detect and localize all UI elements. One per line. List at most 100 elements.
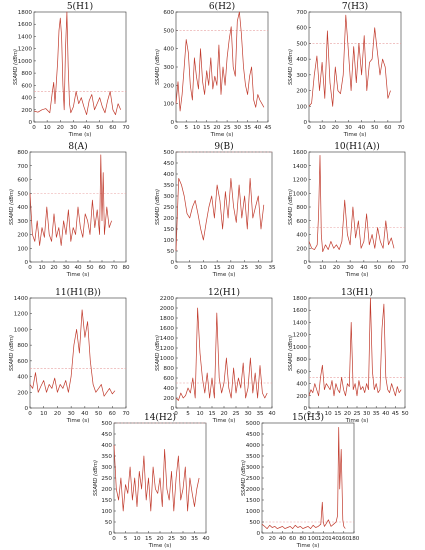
y-tick-label: 600 <box>163 10 174 16</box>
x-tick-label: 180 <box>349 536 360 542</box>
y-tick-label: 2000 <box>160 306 175 312</box>
y-tick-label: 0 <box>24 260 28 266</box>
y-tick-label: 1200 <box>293 333 308 339</box>
x-tick-label: 30 <box>255 265 263 271</box>
x-tick-label: 0 <box>307 265 311 271</box>
x-tick-label: 60 <box>388 265 396 271</box>
subplot: 13(H1) 0 200 400 600 800 1000 1200 1400 1600 1800 0… <box>288 287 409 424</box>
y-tick-label: 0 <box>170 120 174 126</box>
subplot: 15(H3)0500100015002000250030003500400045… <box>241 412 360 549</box>
y-tick-label: 0 <box>24 406 28 412</box>
y-tick-label: 200 <box>296 246 307 252</box>
y-tick-label: 100 <box>163 102 174 108</box>
y-tick-label: 350 <box>101 454 112 460</box>
x-tick-label: 70 <box>122 411 130 417</box>
y-axis-label: SSAMD (dBm) <box>288 189 294 225</box>
x-tick-label: 0 <box>28 411 32 417</box>
x-tick-label: 15 <box>208 411 216 417</box>
y-axis-label: SSAMD (dBm) <box>288 49 294 85</box>
plot-frame <box>175 11 269 123</box>
x-tick-label: 0 <box>28 265 32 271</box>
y-tick-label: 1400 <box>160 336 175 342</box>
y-tick-label: 1200 <box>160 346 175 352</box>
x-tick-label: 45 <box>392 411 400 417</box>
subplot-title: 9(B) <box>214 141 233 152</box>
x-tick-label: 20 <box>156 536 164 542</box>
y-axis-label: SSAMD (dBm) <box>13 49 19 85</box>
x-axis-label: Time (s) <box>66 272 90 278</box>
y-tick-label: 200 <box>163 216 174 222</box>
subplot-title: 12(H1) <box>208 287 240 298</box>
x-tick-label: 40 <box>254 125 262 131</box>
y-tick-label: 450 <box>163 161 174 167</box>
y-tick-label: 400 <box>101 443 112 449</box>
y-tick-label: 1200 <box>293 178 308 184</box>
y-tick-label: 100 <box>296 104 307 110</box>
subplot-title: 13(H1) <box>341 287 373 298</box>
x-tick-label: 30 <box>68 411 76 417</box>
y-tick-label: 300 <box>163 65 174 71</box>
y-tick-label: 300 <box>101 465 112 471</box>
x-tick-label: 140 <box>328 536 339 542</box>
x-tick-label: 70 <box>397 125 405 131</box>
y-tick-label: 800 <box>163 366 174 372</box>
x-tick-label: 30 <box>347 265 355 271</box>
y-axis-label: SSAMD (dBm) <box>93 460 99 496</box>
y-tick-label: 1600 <box>18 22 33 28</box>
subplot-title: 15(H3) <box>292 412 324 423</box>
y-tick-label: 500 <box>249 520 260 526</box>
y-axis-label: SSAMD (dBm) <box>155 335 161 371</box>
x-tick-label: 0 <box>260 536 264 542</box>
x-tick-label: 25 <box>224 125 232 131</box>
x-axis-label: Time (s) <box>296 543 320 549</box>
y-tick-label: 100 <box>163 238 174 244</box>
subplot-title: 6(H2) <box>209 1 235 12</box>
y-axis-label: SSAMD (dBm) <box>241 460 247 496</box>
y-tick-label: 400 <box>21 96 32 102</box>
x-tick-label: 60 <box>384 125 392 131</box>
x-tick-label: 30 <box>234 125 242 131</box>
y-tick-label: 1800 <box>18 10 33 16</box>
y-tick-label: 2500 <box>246 476 261 482</box>
y-tick-label: 400 <box>296 57 307 63</box>
y-tick-label: 400 <box>296 382 307 388</box>
x-tick-label: 35 <box>191 536 199 542</box>
x-tick-label: 50 <box>374 265 382 271</box>
x-tick-label: 5 <box>184 125 188 131</box>
y-tick-label: 600 <box>163 376 174 382</box>
series-line <box>175 178 265 252</box>
x-tick-label: 25 <box>232 411 240 417</box>
y-tick-label: 600 <box>296 219 307 225</box>
y-tick-label: 5000 <box>246 421 261 427</box>
y-axis-label: SSAMD (dBm) <box>9 335 15 371</box>
y-tick-label: 1800 <box>293 296 308 302</box>
y-tick-label: 3500 <box>246 454 261 460</box>
x-tick-label: 30 <box>179 536 187 542</box>
y-tick-label: 0 <box>170 260 174 266</box>
subplot-title: 14(H2) <box>144 412 176 423</box>
y-tick-label: 0 <box>28 120 32 126</box>
y-tick-label: 1000 <box>14 327 29 333</box>
y-tick-label: 1600 <box>293 150 308 156</box>
x-tick-label: 30 <box>345 125 353 131</box>
plot-frame <box>308 11 402 123</box>
x-tick-label: 0 <box>174 125 178 131</box>
x-tick-label: 10 <box>196 411 204 417</box>
y-tick-label: 200 <box>101 487 112 493</box>
series-line <box>29 154 112 246</box>
y-tick-label: 200 <box>163 396 174 402</box>
x-axis-label: Time (s) <box>212 418 236 424</box>
y-tick-label: 0 <box>303 406 307 412</box>
x-tick-label: 15 <box>203 125 211 131</box>
x-axis-label: Time (s) <box>345 418 369 424</box>
x-tick-label: 25 <box>241 265 249 271</box>
y-tick-label: 0 <box>303 260 307 266</box>
y-tick-label: 800 <box>21 71 32 77</box>
y-tick-label: 1200 <box>18 47 33 53</box>
y-tick-label: 0 <box>170 406 174 412</box>
y-tick-label: 1800 <box>160 316 175 322</box>
y-tick-label: 100 <box>17 246 28 252</box>
y-tick-label: 400 <box>17 205 28 211</box>
x-tick-label: 10 <box>319 265 327 271</box>
x-tick-label: 35 <box>244 125 252 131</box>
